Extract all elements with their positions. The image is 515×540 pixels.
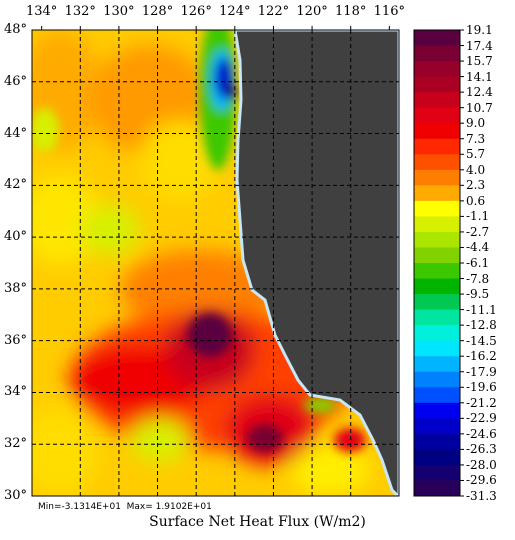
colorbar-label: -16.2 — [466, 349, 497, 364]
lon-label: 134° — [25, 4, 58, 19]
colorbar-label: -12.8 — [466, 318, 497, 333]
colorbar-label: -24.6 — [466, 426, 497, 441]
colorbar-swatch — [414, 371, 460, 388]
colorbar-label: 17.4 — [466, 38, 493, 53]
colorbar-label: -14.5 — [466, 333, 497, 348]
lat-label: 36° — [4, 332, 28, 348]
lon-label: 116° — [373, 4, 405, 19]
colorbar-swatch — [414, 107, 460, 124]
lon-label: 124° — [219, 4, 251, 19]
lat-label: 48° — [4, 22, 28, 37]
colorbar-label: -1.1 — [466, 209, 490, 224]
colorbar-swatch — [414, 185, 460, 202]
colorbar-label: 15.7 — [466, 54, 493, 69]
colorbar-label: 19.1 — [466, 23, 493, 37]
colorbar-swatch — [414, 123, 460, 140]
colorbar-swatch — [414, 387, 460, 404]
colorbar-label: -9.5 — [466, 287, 490, 302]
colorbar-swatch — [414, 433, 460, 450]
lon-label: 120° — [296, 4, 328, 19]
colorbar-label: 5.7 — [466, 147, 486, 162]
colorbar — [413, 29, 464, 497]
colorbar-label: -19.6 — [466, 380, 497, 395]
lon-label: 122° — [257, 4, 290, 19]
colorbar-swatch — [414, 169, 460, 186]
colorbar-swatch — [414, 325, 460, 342]
colorbar-label: 0.6 — [466, 193, 486, 208]
lat-label: 38° — [4, 280, 28, 296]
colorbar-swatch — [414, 216, 460, 233]
axis-ticks — [41, 26, 390, 30]
colorbar-label: 10.7 — [466, 100, 493, 115]
lon-label: 128° — [141, 4, 174, 19]
colorbar-swatch — [414, 154, 460, 171]
lat-label: 42° — [4, 177, 28, 193]
colorbar-label: -31.3 — [466, 489, 497, 503]
lon-label: 132° — [64, 4, 96, 19]
plot-frame — [31, 29, 400, 497]
graticule — [32, 30, 399, 496]
colorbar-label: -22.9 — [466, 411, 497, 426]
colorbar-swatch — [414, 92, 460, 109]
lat-label: 44° — [4, 125, 28, 141]
colorbar-swatch — [414, 231, 460, 248]
colorbar-swatch — [414, 402, 460, 419]
colorbar-swatch — [414, 30, 460, 47]
colorbar-label: 14.1 — [466, 69, 493, 84]
colorbar-swatch — [414, 480, 460, 497]
colorbar-swatch — [414, 418, 460, 435]
colorbar-swatch — [414, 61, 460, 78]
coast-land — [233, 30, 399, 496]
colorbar-swatch — [414, 263, 460, 280]
colorbar-swatch — [414, 309, 460, 326]
colorbar-label: 12.4 — [466, 85, 493, 100]
colorbar-label: 7.3 — [466, 131, 486, 146]
lat-label: 34° — [4, 384, 28, 400]
colorbar-label: -28.0 — [466, 457, 497, 472]
colorbar-label: -21.2 — [466, 395, 497, 410]
colorbar-swatch — [414, 294, 460, 311]
colorbar-label: -11.1 — [466, 302, 497, 317]
lat-label: 32° — [4, 436, 28, 452]
colorbar-swatch — [414, 464, 460, 481]
colorbar-label: -6.1 — [466, 256, 490, 270]
colorbar-label: -17.9 — [466, 364, 497, 379]
colorbar-label: -26.3 — [466, 442, 497, 457]
colorbar-label: 2.3 — [466, 178, 486, 193]
colorbar-swatch — [414, 45, 460, 62]
lon-label: 126° — [180, 4, 212, 19]
colorbar-label: 4.0 — [466, 162, 486, 177]
colorbar-label: -2.7 — [466, 224, 490, 239]
colorbar-swatch — [414, 278, 460, 295]
colorbar-label: -7.8 — [466, 271, 490, 286]
colorbar-swatch — [414, 449, 460, 466]
lat-label: 30° — [4, 488, 28, 503]
colorbar-swatch — [414, 340, 460, 357]
colorbar-swatch — [414, 356, 460, 373]
colorbar-label: -4.4 — [466, 240, 490, 255]
colorbar-label: -29.6 — [466, 473, 497, 488]
colorbar-label: 9.0 — [466, 116, 486, 131]
colorbar-swatch — [414, 200, 460, 217]
colorbar-swatch — [414, 138, 460, 155]
lon-label: 130° — [103, 4, 135, 19]
lat-label: 46° — [4, 73, 28, 89]
lat-label: 40° — [4, 229, 28, 245]
lon-label: 118° — [335, 4, 367, 19]
colorbar-swatch — [414, 76, 460, 93]
min-max-readout: Min=-3.1314E+01 Max= 1.9102E+01 — [38, 502, 212, 512]
ocean-field — [32, 30, 399, 496]
colorbar-swatch — [414, 247, 460, 264]
map-caption: Surface Net Heat Flux (W/m2) — [149, 514, 366, 530]
